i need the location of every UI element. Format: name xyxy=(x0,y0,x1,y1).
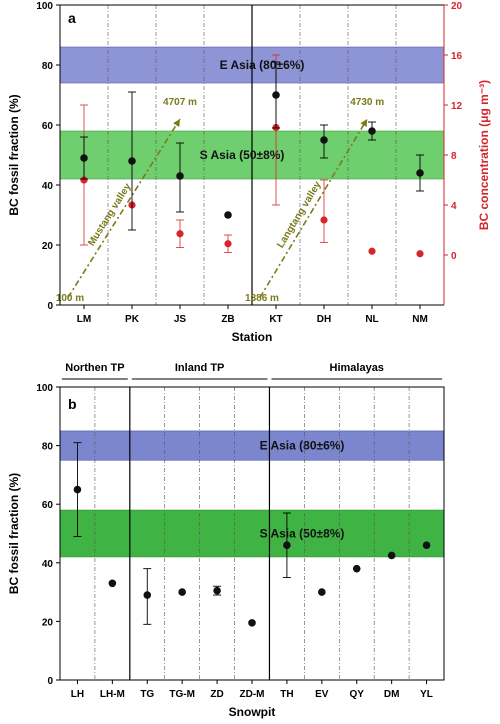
trend-end-label: 4730 m xyxy=(350,97,384,108)
concentration-point xyxy=(80,176,88,184)
fossil-point xyxy=(352,564,361,573)
x-tick-label: YL xyxy=(420,689,433,700)
x-tick-label: QY xyxy=(350,689,365,700)
group-label: Himalayas xyxy=(330,362,384,374)
fossil-point xyxy=(176,172,184,180)
panel-a-chart: E Asia (80±6%) S Asia (50±8%) Mustang vall… xyxy=(7,1,491,344)
x-axis-title: Snowpit xyxy=(229,705,276,719)
concentration-point xyxy=(176,230,184,238)
x-tick-label: LM xyxy=(77,314,91,325)
y-tick-label: 0 xyxy=(47,676,53,687)
fossil-point xyxy=(368,127,376,135)
x-tick-label: NM xyxy=(412,314,428,325)
concentration-point xyxy=(320,216,328,224)
y-tick-label: 20 xyxy=(42,241,54,252)
x-tick-label: DM xyxy=(384,689,400,700)
y-tick-label: 0 xyxy=(47,301,53,312)
x-tick-label: JS xyxy=(174,314,187,325)
x-tick-label: PK xyxy=(125,314,140,325)
fossil-point xyxy=(318,588,326,596)
y-right-tick-label: 4 xyxy=(451,201,457,212)
x-tick-label: LH-M xyxy=(100,689,125,700)
group-label: Northen TP xyxy=(65,362,124,374)
fossil-point xyxy=(320,136,328,144)
fossil-point xyxy=(422,541,431,550)
x-tick-label: ZD-M xyxy=(240,689,265,700)
y-tick-label: 100 xyxy=(36,1,53,12)
x-tick-label: NL xyxy=(365,314,378,325)
panel-label: a xyxy=(68,10,76,26)
x-tick-label: ZB xyxy=(221,314,234,325)
panel-label: b xyxy=(68,396,77,412)
concentration-point xyxy=(368,247,376,255)
fossil-point xyxy=(272,91,280,99)
fossil-point xyxy=(283,541,291,550)
trend-label: Mustang valley xyxy=(86,181,134,248)
band-label: S Asia (50±8%) xyxy=(200,148,285,162)
trend-arrowhead xyxy=(173,119,180,127)
concentration-point xyxy=(224,240,232,248)
fossil-point xyxy=(108,579,117,588)
band-label: S Asia (50±8%) xyxy=(260,527,345,541)
fossil-point xyxy=(143,591,152,599)
y-right-tick-label: 20 xyxy=(451,1,463,12)
fossil-point xyxy=(73,485,82,494)
trend-end-label: 4707 m xyxy=(163,97,197,108)
x-tick-label: LH xyxy=(71,689,84,700)
trend-arrowhead xyxy=(360,119,368,127)
trend-start-label: 100 m xyxy=(56,293,84,304)
panel-b-chart: E Asia (80±6%) S Asia (50±8%) 0 20 40 60 80 100… xyxy=(7,362,445,719)
fossil-point xyxy=(248,619,256,627)
y-tick-label: 20 xyxy=(42,617,54,628)
y-right-axis-title: BC concentration (μg m⁻³) xyxy=(477,80,491,230)
trend-label: Langtang valley xyxy=(275,179,324,250)
fossil-point xyxy=(387,551,396,560)
y-right-tick-label: 0 xyxy=(451,251,457,262)
group-label: Inland TP xyxy=(175,362,225,374)
y-axis-title: BC fossil fraction (%) xyxy=(7,94,21,215)
y-right-tick-label: 16 xyxy=(451,51,463,62)
x-tick-label: TG xyxy=(140,689,154,700)
x-tick-label: EV xyxy=(315,689,329,700)
y-tick-label: 40 xyxy=(42,181,54,192)
fossil-point xyxy=(80,154,88,162)
y-right-tick-label: 8 xyxy=(451,151,457,162)
trend-line xyxy=(259,118,368,298)
x-axis-title: Station xyxy=(232,330,273,344)
fossil-point xyxy=(224,211,232,219)
x-tick-label: ZD xyxy=(210,689,223,700)
fossil-point xyxy=(213,586,221,595)
x-tick-label: KT xyxy=(269,314,282,325)
x-tick-label: DH xyxy=(317,314,331,325)
band-e-asia xyxy=(59,430,445,461)
fossil-point xyxy=(416,169,424,177)
y-axis-title: BC fossil fraction (%) xyxy=(7,473,21,594)
x-tick-label: TH xyxy=(280,689,293,700)
band-label: E Asia (80±6%) xyxy=(220,58,305,72)
y-tick-label: 80 xyxy=(42,61,54,72)
y-tick-label: 100 xyxy=(36,383,53,394)
band-s-asia xyxy=(59,509,445,558)
fossil-point xyxy=(178,588,186,596)
y-tick-label: 60 xyxy=(42,121,54,132)
y-tick-label: 40 xyxy=(42,559,54,570)
y-right-tick-label: 12 xyxy=(451,101,463,112)
concentration-point xyxy=(416,250,424,258)
band-label: E Asia (80±6%) xyxy=(260,439,345,453)
fossil-point xyxy=(128,157,136,165)
y-tick-label: 80 xyxy=(42,442,54,453)
x-tick-label: TG-M xyxy=(169,689,195,700)
trend-start-label: 1386 m xyxy=(245,293,279,304)
y-tick-label: 60 xyxy=(42,500,54,511)
